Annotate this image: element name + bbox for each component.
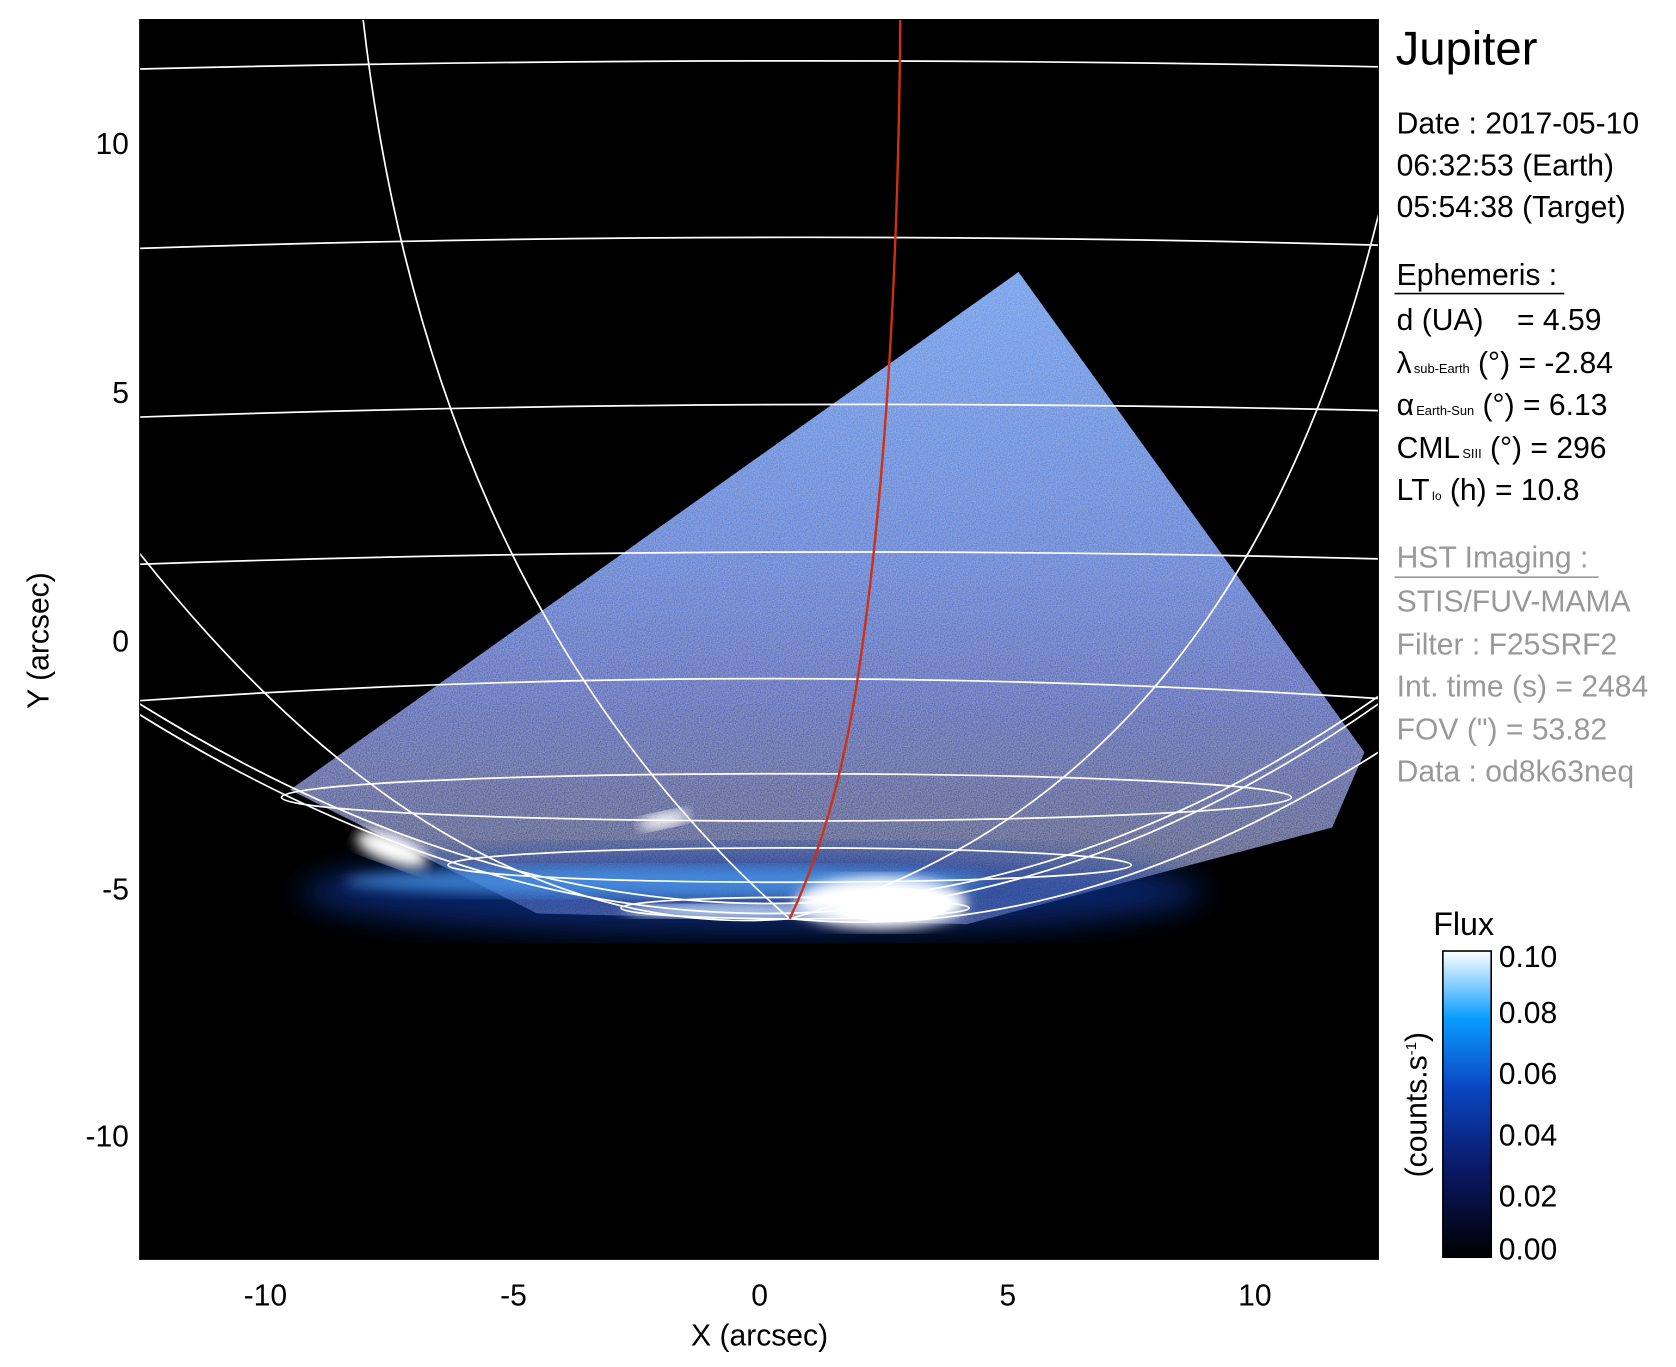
field-of-view: FOV (") = 53.82 <box>1397 713 1607 746</box>
filter: Filter : F25SRF2 <box>1397 628 1618 661</box>
instrument: STIS/FUV-MAMA <box>1397 586 1631 619</box>
y-axis: 10 5 0 -5 -10 Y (arcsec) <box>22 128 129 1154</box>
info-panel: Jupiter Date : 2017-05-10 06:32:53 (Eart… <box>1394 23 1649 788</box>
x-axis-title: X (arcsec) <box>691 1319 828 1352</box>
y-tick-label: -5 <box>102 873 129 906</box>
colorbar-title: Flux <box>1433 906 1494 942</box>
image-plot <box>139 19 1379 1260</box>
colorbar-tick-label: 0.10 <box>1499 941 1558 974</box>
io-local-time: LT Io (h) = 10.8 <box>1397 474 1580 507</box>
target-title: Jupiter <box>1396 23 1538 76</box>
integration-time: Int. time (s) = 2484 <box>1397 670 1649 703</box>
earth-time: 06:32:53 (Earth) <box>1397 149 1614 182</box>
x-tick-label: -10 <box>244 1280 287 1313</box>
x-tick-label: 5 <box>999 1280 1016 1313</box>
plot-frame <box>139 19 1379 1260</box>
ephemeris-heading: Ephemeris : <box>1397 259 1557 292</box>
lat-lon-grid <box>139 19 1379 923</box>
colorbar-tick-label: 0.02 <box>1499 1181 1558 1214</box>
y-axis-title: Y (arcsec) <box>22 572 55 709</box>
central-meridian-longitude: CML SIII (°) = 296 <box>1397 432 1607 465</box>
colorbar: Flux 0.10 0.08 0.06 0.04 0.02 0.00 (coun… <box>1401 906 1558 1266</box>
y-tick-label: 10 <box>95 128 128 161</box>
auroral-spot-west <box>356 830 428 868</box>
x-tick-label: 0 <box>751 1280 768 1313</box>
dataset-id: Data : od8k63neq <box>1397 755 1634 788</box>
x-tick-label: 10 <box>1238 1280 1271 1313</box>
hst-heading: HST Imaging : <box>1397 541 1589 574</box>
colorbar-tick-label: 0.00 <box>1499 1233 1558 1266</box>
date-text: Date : 2017-05-10 <box>1397 107 1639 140</box>
distance: d (UA) = 4.59 <box>1397 304 1602 337</box>
y-tick-label: -10 <box>85 1121 128 1154</box>
target-time: 05:54:38 (Target) <box>1397 191 1626 224</box>
x-axis: -10 -5 0 5 10 X (arcsec) <box>244 1280 1272 1353</box>
y-tick-label: 5 <box>112 377 129 410</box>
io-footprint-trace <box>788 19 902 920</box>
y-tick-label: 0 <box>112 625 129 658</box>
colorbar-gradient <box>1442 950 1493 1259</box>
phase-angle: α Earth-Sun (°) = 6.13 <box>1397 389 1608 422</box>
observation-wedge <box>290 272 1365 925</box>
colorbar-tick-label: 0.08 <box>1499 997 1558 1030</box>
colorbar-unit-label: (counts.s-1) <box>1401 1032 1434 1177</box>
x-tick-label: -5 <box>500 1280 527 1313</box>
sub-earth-latitude: λ sub-Earth (°) = -2.84 <box>1397 347 1613 380</box>
colorbar-tick-label: 0.06 <box>1499 1058 1558 1091</box>
colorbar-tick-label: 0.04 <box>1499 1119 1558 1152</box>
